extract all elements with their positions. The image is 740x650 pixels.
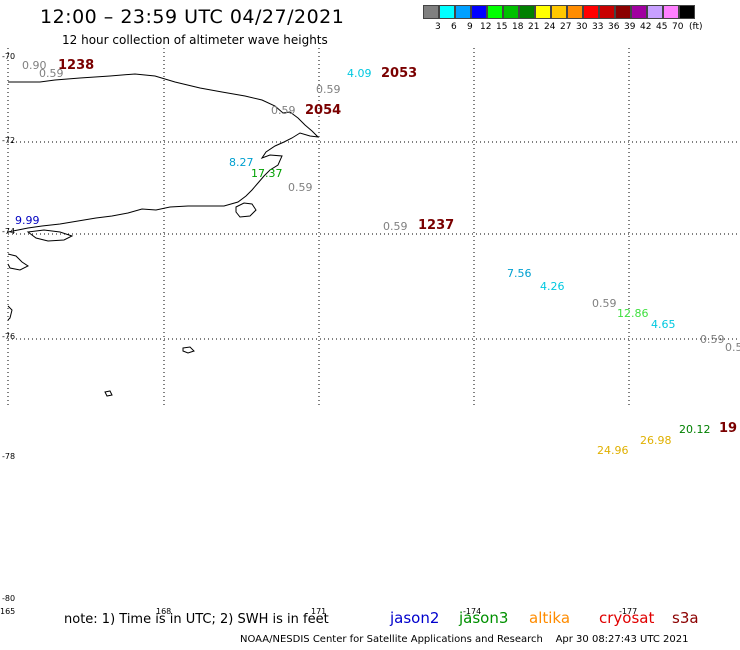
legend-label: 30 bbox=[576, 22, 588, 32]
satellite-jason3: jason3 bbox=[459, 609, 509, 627]
legend-swatches bbox=[423, 5, 695, 19]
legend-label: 15 bbox=[496, 22, 508, 32]
track-label: 2053 bbox=[381, 66, 418, 81]
legend-swatch bbox=[599, 5, 615, 19]
credit-line: NOAA/NESDIS Center for Satellite Applica… bbox=[240, 634, 689, 645]
wave-height-value: 4.26 bbox=[540, 280, 565, 293]
satellite-cryosat: cryosat bbox=[599, 609, 655, 627]
wave-height-value: 17.37 bbox=[251, 167, 283, 180]
legend-swatch bbox=[455, 5, 471, 19]
wave-height-value: 9.99 bbox=[15, 214, 40, 227]
lat-label: -72 bbox=[2, 136, 16, 145]
track-label: 2054 bbox=[305, 103, 342, 118]
lat-label: -76 bbox=[2, 332, 16, 341]
wave-height-value: 4.09 bbox=[347, 67, 372, 80]
coastline bbox=[7, 73, 320, 397]
lat-label: -74 bbox=[2, 227, 16, 236]
legend-swatch bbox=[679, 5, 695, 19]
lon-label: -177 bbox=[619, 607, 638, 616]
graticule bbox=[8, 48, 740, 405]
track-label: 19 bbox=[719, 421, 738, 436]
legend-swatch bbox=[519, 5, 535, 19]
legend-label: 6 bbox=[451, 22, 457, 32]
wave-height-value: 7.56 bbox=[507, 267, 532, 280]
wave-height-value: 0.59 bbox=[271, 104, 296, 117]
legend-label: 27 bbox=[560, 22, 572, 32]
legend-label: 39 bbox=[624, 22, 636, 32]
legend-labels: 3 6 9 12 15 18 21 24 27 30 33 36 39 42 45 70 (ft) bbox=[423, 22, 740, 36]
lon-label: 168 bbox=[156, 607, 172, 616]
timestamp: Apr 30 08:27:43 UTC 2021 bbox=[555, 634, 689, 645]
wave-height-value: 24.96 bbox=[597, 444, 629, 457]
wave-height-value: 4.65 bbox=[651, 318, 676, 331]
legend-swatch bbox=[471, 5, 487, 19]
legend-swatch bbox=[583, 5, 599, 19]
legend-swatch bbox=[439, 5, 455, 19]
legend-swatch bbox=[551, 5, 567, 19]
legend-label: 24 bbox=[544, 22, 556, 32]
legend-label: 36 bbox=[608, 22, 620, 32]
legend-swatch bbox=[487, 5, 503, 19]
legend-label: 18 bbox=[512, 22, 524, 32]
legend-label: 21 bbox=[528, 22, 540, 32]
wave-height-value: 0.59 bbox=[592, 297, 617, 310]
credit-text: NOAA/NESDIS Center for Satellite Applica… bbox=[240, 634, 543, 645]
satellite-altika: altika bbox=[529, 609, 571, 627]
track-label: 1238 bbox=[58, 58, 95, 73]
wave-height-value: 0.59 bbox=[383, 220, 408, 233]
legend-swatch bbox=[663, 5, 679, 19]
page-title: 12:00 – 23:59 UTC 04/27/2021 bbox=[40, 6, 345, 28]
lat-label: -78 bbox=[2, 452, 16, 461]
wave-height-value: 0.59 bbox=[700, 333, 725, 346]
lon-label: 165 bbox=[0, 607, 16, 616]
lat-label: -70 bbox=[2, 52, 16, 61]
legend-label: 45 bbox=[656, 22, 668, 32]
satellite-s3a: s3a bbox=[672, 609, 699, 627]
legend-swatch bbox=[535, 5, 551, 19]
legend-label: 42 bbox=[640, 22, 652, 32]
legend-swatch bbox=[615, 5, 631, 19]
legend-label: 70 bbox=[672, 22, 684, 32]
legend-swatch bbox=[503, 5, 519, 19]
legend-swatch bbox=[423, 5, 439, 19]
wave-height-value: 12.86 bbox=[617, 307, 649, 320]
legend-swatch bbox=[631, 5, 647, 19]
units-note: note: 1) Time is in UTC; 2) SWH is in fe… bbox=[64, 612, 329, 627]
satellite-jason2: jason2 bbox=[390, 609, 440, 627]
lon-label: 171 bbox=[311, 607, 327, 616]
page-subtitle: 12 hour collection of altimeter wave hei… bbox=[62, 33, 328, 47]
legend-label: 3 bbox=[435, 22, 441, 32]
legend-swatch bbox=[567, 5, 583, 19]
wave-height-value: 0.90 bbox=[22, 59, 47, 72]
lat-label: -80 bbox=[2, 594, 16, 603]
legend-label: 12 bbox=[480, 22, 492, 32]
wave-height-value: 0.59 bbox=[288, 181, 313, 194]
wave-height-value: 26.98 bbox=[640, 434, 672, 447]
wave-height-value: 20.12 bbox=[679, 423, 711, 436]
legend-unit: (ft) bbox=[689, 22, 703, 32]
legend-label: 33 bbox=[592, 22, 604, 32]
color-legend: 3 6 9 12 15 18 21 24 27 30 33 36 39 42 45 70 (ft) bbox=[423, 5, 703, 32]
lon-label: -174 bbox=[463, 607, 482, 616]
wave-height-value: 0.5 bbox=[725, 341, 740, 354]
legend-label: 9 bbox=[467, 22, 473, 32]
wave-height-value: 0.59 bbox=[316, 83, 341, 96]
track-label: 1237 bbox=[418, 218, 455, 233]
wave-height-value: 0.59 bbox=[39, 67, 64, 80]
legend-swatch bbox=[647, 5, 663, 19]
wave-height-value: 8.27 bbox=[229, 156, 254, 169]
